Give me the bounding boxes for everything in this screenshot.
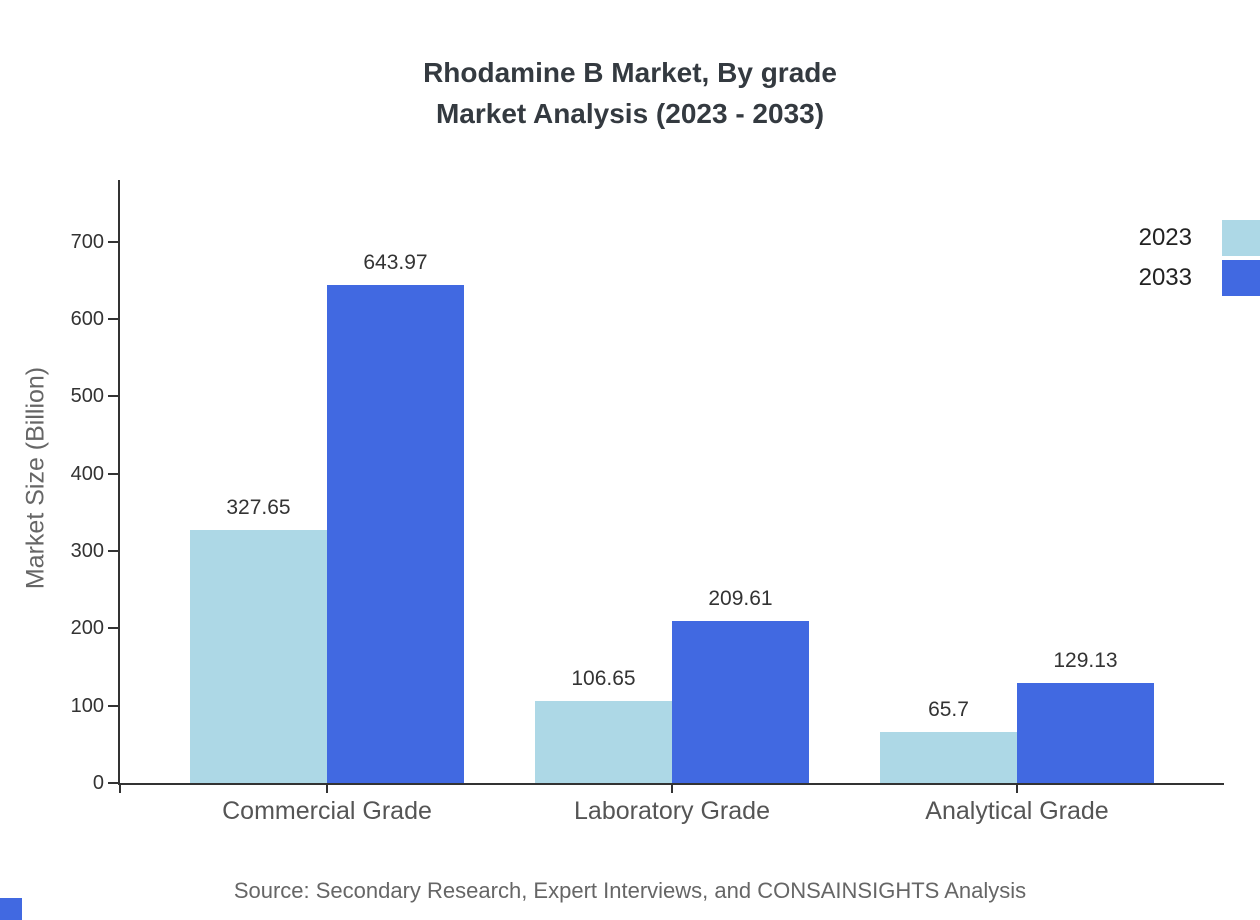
chart-title-line1: Rhodamine B Market, By grade xyxy=(423,57,837,88)
y-tick-label: 200 xyxy=(70,617,104,640)
bar-value-label: 65.7 xyxy=(928,698,969,722)
y-tick-label: 300 xyxy=(70,540,104,563)
bar-2033-laboratory-grade xyxy=(672,620,809,783)
category-label: Commercial Grade xyxy=(222,797,432,825)
legend-swatch xyxy=(1222,220,1260,256)
x-tick xyxy=(326,783,328,793)
y-tick-label: 500 xyxy=(70,385,104,408)
bar-2023-commercial-grade xyxy=(190,529,327,783)
y-tick-label: 700 xyxy=(70,230,104,253)
y-tick xyxy=(108,240,118,243)
category-label: Analytical Grade xyxy=(925,797,1109,825)
bar-value-label: 643.97 xyxy=(363,251,428,275)
corner-mark xyxy=(0,898,22,920)
y-tick xyxy=(108,318,118,321)
chart-title: Rhodamine B Market, By grade Market Anal… xyxy=(0,52,1260,134)
x-tick xyxy=(119,783,121,793)
bar-value-label: 327.65 xyxy=(226,495,291,519)
y-tick-label: 600 xyxy=(70,308,104,331)
y-tick-label: 100 xyxy=(70,694,104,717)
bar-2023-laboratory-grade xyxy=(535,700,672,783)
plot-area: 0 100 200 300 400 500 600 700 Commercial Grade 32… xyxy=(71,180,1224,825)
bar-value-label: 129.13 xyxy=(1053,649,1118,673)
y-tick-label: 400 xyxy=(70,462,104,485)
bar-value-label: 209.61 xyxy=(708,586,773,610)
y-tick xyxy=(108,550,118,553)
bar-2033-commercial-grade xyxy=(327,285,464,783)
bar-2023-analytical-grade xyxy=(880,732,1017,783)
y-tick xyxy=(108,782,118,784)
y-tick xyxy=(108,627,118,630)
y-tick xyxy=(108,704,118,707)
legend-swatch xyxy=(1222,260,1260,296)
x-tick xyxy=(671,783,673,793)
bar-value-label: 106.65 xyxy=(571,666,636,690)
x-tick xyxy=(1016,783,1018,793)
category-label: Laboratory Grade xyxy=(574,797,770,825)
bar-2033-analytical-grade xyxy=(1017,683,1154,783)
chart-title-line2: Market Analysis (2023 - 2033) xyxy=(435,98,825,129)
source-note: Source: Secondary Research, Expert Inter… xyxy=(233,878,1027,903)
y-tick-label: 0 xyxy=(92,772,104,794)
y-tick xyxy=(108,472,118,475)
y-tick xyxy=(108,395,118,398)
